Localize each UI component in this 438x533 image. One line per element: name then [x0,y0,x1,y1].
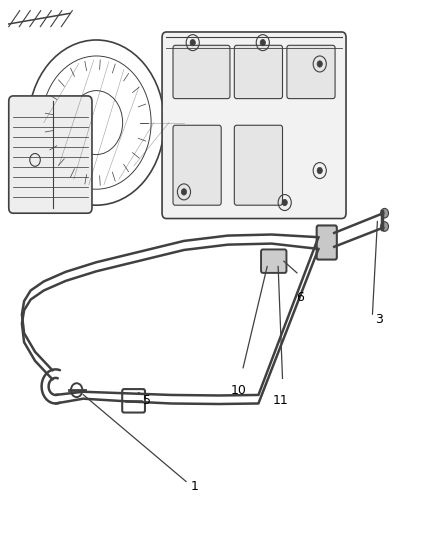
Text: 5: 5 [143,394,151,407]
FancyBboxPatch shape [173,45,230,99]
FancyBboxPatch shape [173,125,221,205]
Circle shape [260,39,265,46]
Text: 1: 1 [191,480,199,492]
Circle shape [381,208,389,218]
FancyBboxPatch shape [317,225,337,260]
Text: 3: 3 [375,313,383,326]
FancyBboxPatch shape [287,45,335,99]
Text: 6: 6 [296,291,304,304]
FancyBboxPatch shape [9,96,92,213]
Circle shape [381,222,389,231]
Text: 11: 11 [272,394,288,407]
FancyBboxPatch shape [261,249,286,273]
Text: 10: 10 [231,384,247,397]
FancyBboxPatch shape [234,125,283,205]
FancyBboxPatch shape [234,45,283,99]
Circle shape [190,39,195,46]
Circle shape [317,61,322,67]
Circle shape [181,189,187,195]
Circle shape [317,167,322,174]
FancyBboxPatch shape [162,32,346,219]
Circle shape [282,199,287,206]
